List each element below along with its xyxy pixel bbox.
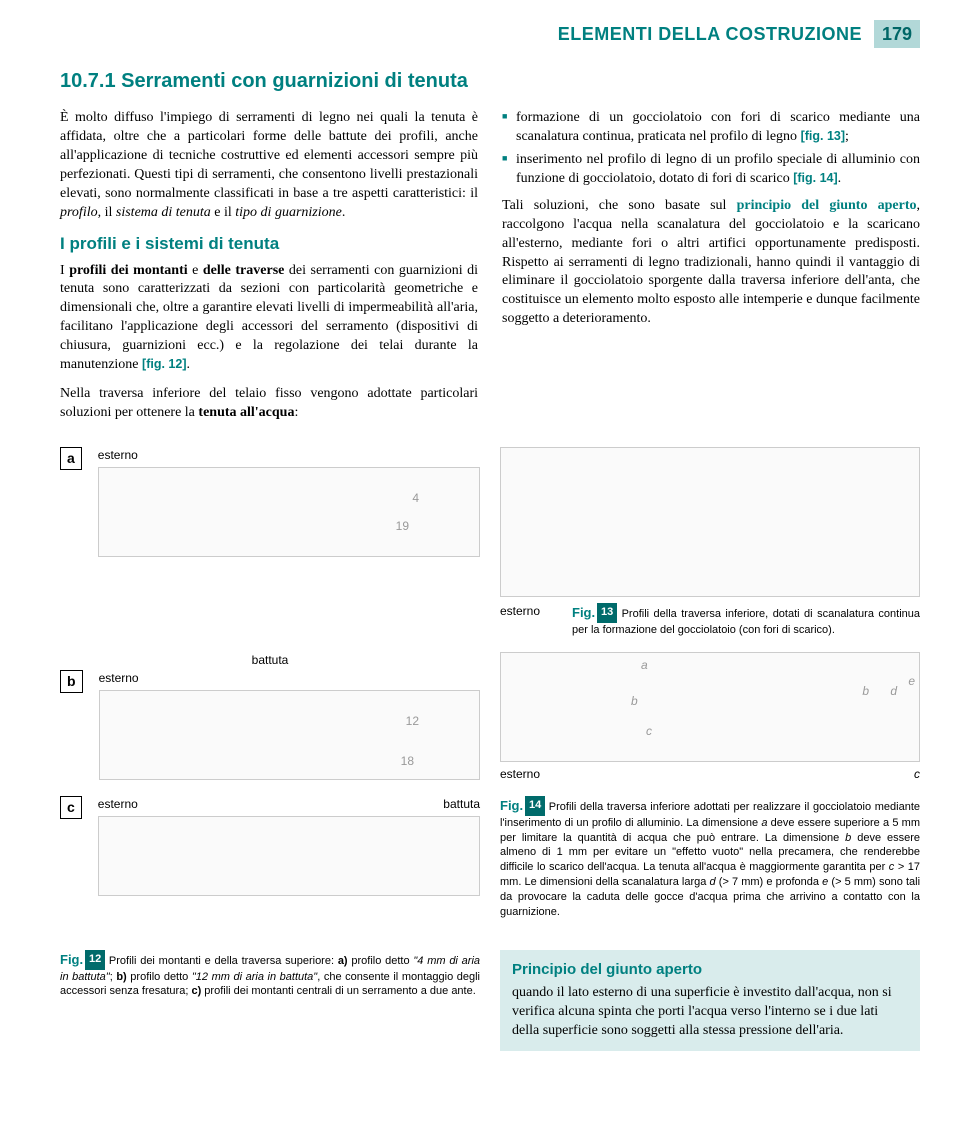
figref-14: [fig. 14] — [793, 171, 837, 185]
fig12a-block: a esterno 4 19 — [60, 447, 480, 557]
profili-paragraph: I profili dei montanti e delle traverse … — [60, 262, 478, 375]
fig14-caption-block: Fig. Profili della traversa inferiore ad… — [500, 796, 920, 920]
figure-12c — [98, 816, 480, 896]
esterno-label-b: esterno — [99, 670, 480, 686]
star-icon — [85, 950, 105, 970]
fig14-tag: Fig. — [500, 796, 545, 816]
page-header: ELEMENTI DELLA COSTRUZIONE 179 — [60, 20, 920, 48]
bullet-2: inserimento nel profilo di legno di un p… — [502, 151, 920, 189]
esterno-label-a: esterno — [98, 447, 480, 463]
fig12-caption-block: Fig. Profili dei montanti e della traver… — [60, 950, 480, 1000]
principle-box: Principio del giunto aperto quando il la… — [500, 950, 920, 1051]
figures-row-2: battuta b esterno 12 18 a b c b d e este… — [60, 652, 920, 782]
fig12-caption: Fig. Profili dei montanti e della traver… — [60, 950, 480, 1000]
bottom-row: Fig. Profili dei montanti e della traver… — [60, 950, 920, 1051]
bullet-1: formazione di un gocciolatoio con fori d… — [502, 109, 920, 147]
text-columns: È molto diffuso l'impiego di serramenti … — [60, 109, 920, 432]
label-a: a — [60, 447, 82, 470]
section-title-text: Serramenti con guarnizioni di tenuta — [121, 70, 468, 92]
battuta-label-c: battuta — [443, 796, 480, 812]
fig13-caption-row: Fig. Profili della traversa inferiore, d… — [572, 603, 920, 638]
fig13-caption: Profili della traversa inferiore, dotati… — [572, 608, 920, 636]
esterno-label-fig14: esterno — [500, 766, 540, 782]
label-b: b — [60, 670, 83, 693]
bullet-list: formazione di un gocciolatoio con fori d… — [502, 109, 920, 189]
figref-12: [fig. 12] — [142, 357, 186, 371]
right-column: formazione di un gocciolatoio con fori d… — [502, 109, 920, 432]
fig13-block: esterno Fig. Profili della traversa infe… — [500, 447, 920, 638]
tenuta-paragraph: Nella traversa inferiore del telaio fiss… — [60, 385, 478, 423]
fig14-top-block: a b c b d e esterno c — [500, 652, 920, 782]
principle-text: quando il lato esterno di una superficie… — [512, 984, 908, 1041]
section-heading: 10.7.1 Serramenti con guarnizioni di ten… — [60, 68, 920, 95]
star-icon — [525, 796, 545, 816]
principle-title: Principio del giunto aperto — [512, 960, 908, 980]
header-title: ELEMENTI DELLA COSTRUZIONE — [558, 22, 862, 46]
figref-13: [fig. 13] — [801, 129, 845, 143]
fig12b-block: battuta b esterno 12 18 — [60, 652, 480, 780]
fig14-caption: Fig. Profili della traversa inferiore ad… — [500, 796, 920, 920]
fig13-tag: Fig. — [572, 603, 617, 623]
label-c: c — [60, 796, 82, 819]
principle-block: Principio del giunto aperto quando il la… — [500, 950, 920, 1051]
page-number: 179 — [874, 20, 920, 48]
star-icon — [597, 603, 617, 623]
figures-row-3: c esterno battuta Fig. Profili della tra… — [60, 796, 920, 920]
figure-14-top: a b c b d e — [500, 652, 920, 762]
esterno-label-fig13: esterno — [500, 603, 560, 619]
fig12c-block: c esterno battuta — [60, 796, 480, 896]
esterno-label-c: esterno — [98, 796, 138, 812]
subheading-profili: I profili e i sistemi di tenuta — [60, 233, 478, 256]
c-label-fig14: c — [914, 766, 920, 782]
figure-12a: 4 19 — [98, 467, 480, 557]
figures-row-1: a esterno 4 19 esterno Fig. Profili dell… — [60, 447, 920, 638]
figure-13-top — [500, 447, 920, 597]
section-number: 10.7.1 — [60, 70, 116, 92]
figure-12b: 12 18 — [99, 690, 480, 780]
intro-paragraph: È molto diffuso l'impiego di serramenti … — [60, 109, 478, 222]
fig12-tag: Fig. — [60, 950, 105, 970]
left-column: È molto diffuso l'impiego di serramenti … — [60, 109, 478, 432]
giunto-paragraph: Tali soluzioni, che sono basate sul prin… — [502, 197, 920, 329]
battuta-label-a: battuta — [60, 652, 480, 668]
